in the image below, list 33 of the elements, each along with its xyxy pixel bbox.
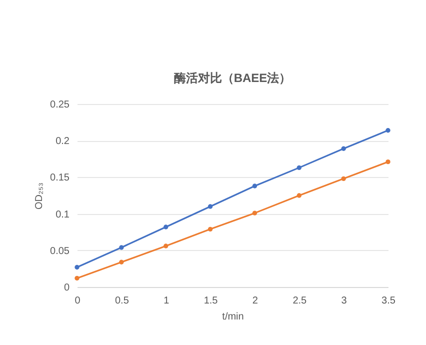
point: [119, 245, 124, 250]
x-axis-title: t/min: [222, 312, 244, 322]
point: [386, 159, 390, 164]
x-tick-label: 1.5: [204, 296, 218, 306]
x-tick-label: 3: [341, 296, 348, 306]
point: [164, 244, 168, 248]
point: [74, 264, 80, 270]
x-tick-label: 1: [164, 296, 170, 306]
point: [386, 128, 390, 133]
chart-title: 酶活对比（BAEE法）: [174, 71, 292, 85]
y-tick-label: 0.2: [56, 136, 70, 148]
point: [252, 184, 258, 188]
x-tick-label: 0.5: [114, 296, 130, 306]
point: [252, 210, 258, 216]
x-tick-label: 2: [252, 296, 258, 306]
y-axis-title: OD₂₅₃: [34, 182, 46, 210]
point: [119, 260, 124, 264]
x-tick-label: 2.5: [292, 296, 308, 306]
point: [341, 176, 346, 182]
y-tick-label: 0.15: [50, 172, 70, 184]
x-tick-label: 0: [74, 296, 81, 306]
point: [296, 165, 302, 170]
y-tick-label: 0.05: [50, 246, 70, 257]
y-tick-label: 0: [64, 282, 70, 294]
y-tick-label: 0.25: [50, 100, 70, 110]
point: [341, 146, 346, 151]
point: [296, 193, 302, 198]
y-tick-label: 0.1: [56, 209, 70, 220]
x-tick-label: 3.5: [382, 296, 396, 306]
point: [208, 204, 213, 209]
point: [74, 276, 80, 281]
point: [208, 226, 213, 232]
point: [164, 224, 168, 230]
